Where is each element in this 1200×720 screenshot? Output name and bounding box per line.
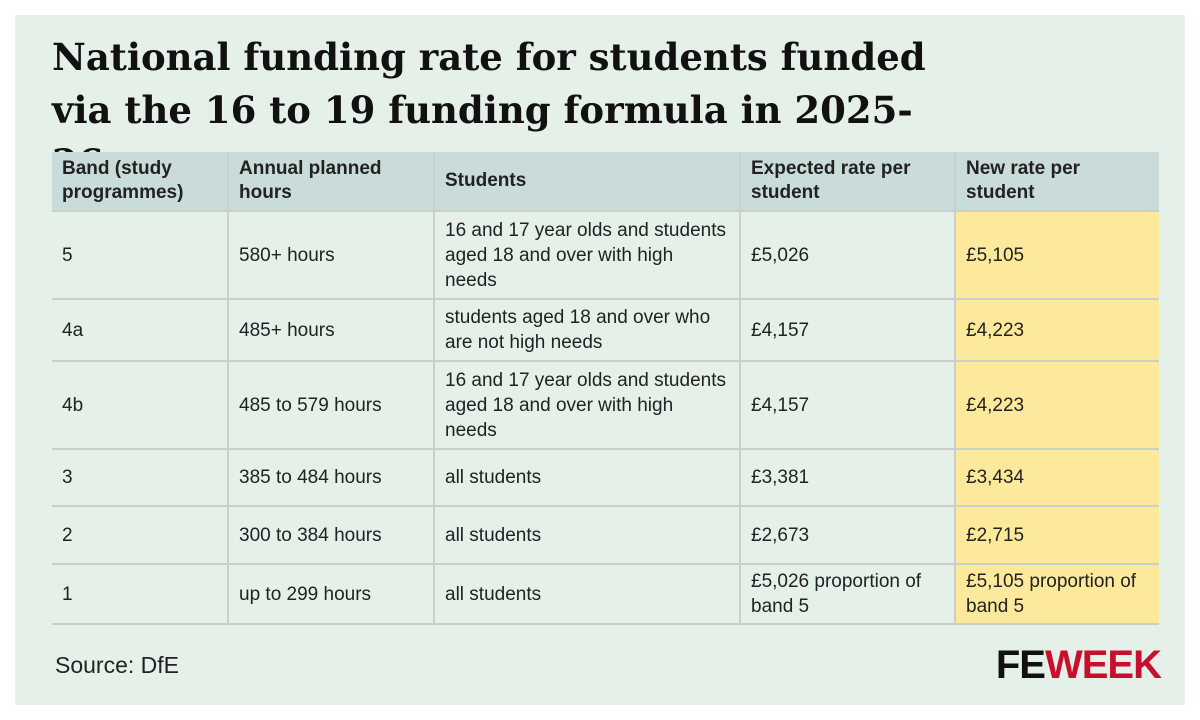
table-cell: 385 to 484 hours (227, 448, 435, 507)
table-cell: 16 and 17 year olds and students aged 18… (433, 360, 741, 450)
table-cell: students aged 18 and over who are not hi… (433, 298, 741, 362)
table-cell: £2,715 (954, 505, 1159, 565)
table-cell: 3 (52, 448, 229, 507)
source: Source: DfE (55, 652, 179, 678)
table-cell: 485+ hours (227, 298, 435, 362)
table-row: 5 580+ hours 16 and 17 year olds and stude… (52, 210, 1159, 300)
table-cell: £4,223 (954, 360, 1159, 450)
table-cell: all students (433, 563, 741, 625)
table-cell: £4,157 (739, 360, 956, 450)
title: National funding rate for students funde… (52, 35, 926, 185)
table-cell: all students (433, 505, 741, 565)
funding-table: Band (study programmes) Annual planned ho… (52, 152, 1159, 625)
logo: FEWEEK (995, 643, 1162, 688)
table-cell: £5,026 proportion of band 5 (739, 563, 956, 625)
table-cell: 2 (52, 505, 229, 565)
table-cell: £3,381 (739, 448, 956, 507)
table-cell: £4,157 (739, 298, 956, 362)
table-row: 1 up to 299 hours all students £5,026 propo… (52, 563, 1159, 625)
column-header: Students (433, 152, 741, 212)
table-row: 4a 485+ hours students aged 18 and over wh… (52, 298, 1159, 362)
table-cell: £4,223 (954, 298, 1159, 362)
logo-fe: FE (995, 643, 1046, 687)
logo-week: WEEK (1045, 643, 1162, 687)
table-cell: £5,026 (739, 210, 956, 300)
table-cell: £2,673 (739, 505, 956, 565)
panel: National funding rate for students funde… (15, 15, 1185, 705)
column-header: Expected rate per student (739, 152, 956, 212)
table-cell: £5,105 proportion of band 5 (954, 563, 1159, 625)
column-header: Annual planned hours (227, 152, 435, 212)
table-cell: 485 to 579 hours (227, 360, 435, 450)
table-cell: all students (433, 448, 741, 507)
table-cell: £3,434 (954, 448, 1159, 507)
table-cell: 1 (52, 563, 229, 625)
table-cell: £5,105 (954, 210, 1159, 300)
table-row: 2 300 to 384 hours all students £2,673 £2,71… (52, 505, 1159, 565)
column-header: Band (study programmes) (52, 152, 229, 212)
column-header: New rate per student (954, 152, 1159, 212)
table-row: 3 385 to 484 hours all students £3,381 £3,43… (52, 448, 1159, 507)
table-cell: 4b (52, 360, 229, 450)
table-cell: 4a (52, 298, 229, 362)
table-cell: up to 299 hours (227, 563, 435, 625)
table-cell: 16 and 17 year olds and students aged 18… (433, 210, 741, 300)
table-body: 5 580+ hours 16 and 17 year olds and stude… (52, 210, 1159, 625)
table-cell: 300 to 384 hours (227, 505, 435, 565)
table-row: 4b 485 to 579 hours 16 and 17 year olds an… (52, 360, 1159, 450)
header-row: Band (study programmes) Annual planned ho… (52, 152, 1159, 212)
table-cell: 5 (52, 210, 229, 300)
table-cell: 580+ hours (227, 210, 435, 300)
table-header: Band (study programmes) Annual planned ho… (52, 152, 1159, 212)
